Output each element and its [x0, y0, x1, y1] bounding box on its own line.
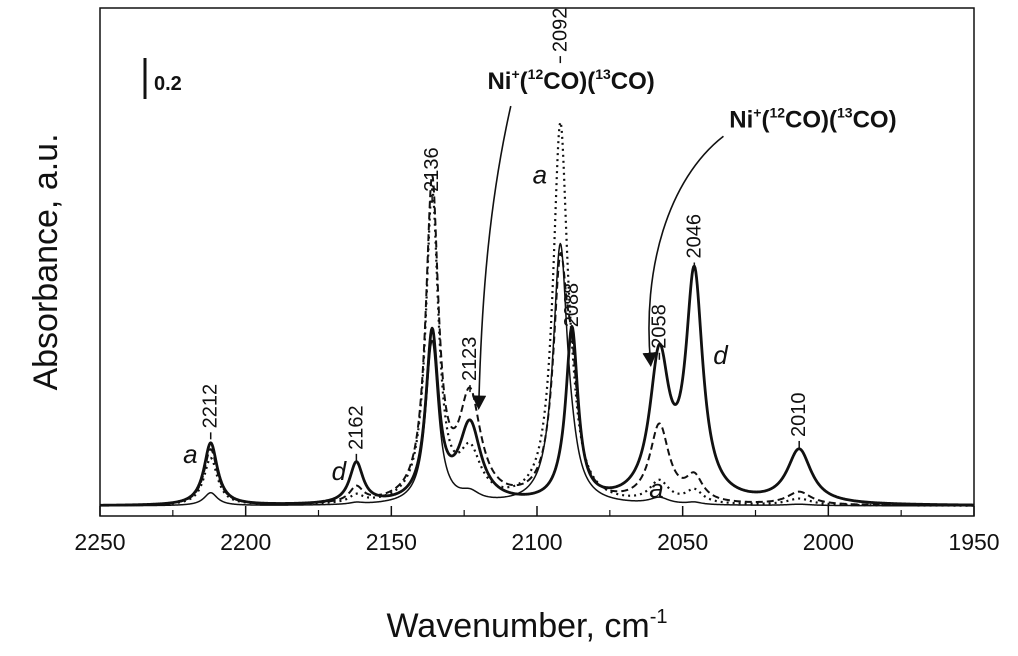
curve-letter-label: a [183, 439, 197, 469]
species-superscript: 13 [837, 105, 853, 121]
x-tick-label: 1950 [948, 529, 999, 555]
species-text: CO) [853, 107, 897, 134]
x-axis-title-superscript: -1 [650, 606, 668, 628]
x-tick-label: 2100 [511, 529, 562, 555]
x-tick-label: 2250 [74, 529, 125, 555]
x-axis-title-text: Wavenumber, cm [386, 607, 649, 645]
y-axis-title: Absorbance, a.u. [27, 133, 65, 390]
curve-letter-label: a [533, 160, 547, 190]
annotation-layer: 2212 2162 2136 2123 2092 2088 2058 2046 2010 a d a a… [183, 8, 897, 504]
peak-label: 2092 [549, 8, 571, 53]
species-superscript: 13 [595, 66, 611, 82]
species-superscript: + [511, 66, 519, 82]
scale-bar: 0.2 [143, 58, 182, 99]
x-tick-label: 2050 [657, 529, 708, 555]
species-text: ( [761, 107, 769, 134]
plot-frame [99, 7, 975, 517]
species-superscript: + [753, 105, 761, 121]
x-tick-label: 2000 [803, 529, 854, 555]
curve-letter-label: d [332, 456, 348, 486]
species-text: CO)( [785, 107, 837, 134]
scale-bar-label: 0.2 [154, 73, 182, 95]
peak-label: 2212 [200, 384, 222, 429]
species-text: ( [520, 68, 528, 95]
species-text: Ni [487, 68, 511, 95]
species-superscript: 12 [769, 105, 785, 121]
curve-letter-label: a [649, 473, 663, 503]
peak-label: 2088 [561, 283, 583, 328]
curve-letter-label: d [713, 340, 729, 370]
x-axis: 2250 2200 2150 2100 2050 2000 1950 [74, 506, 1000, 555]
species-annotation: Ni+(12CO)(13CO) [729, 105, 896, 134]
species-text: CO)( [543, 68, 595, 95]
species-superscript: 12 [528, 66, 544, 82]
spectrum-series-1 [99, 242, 975, 507]
annotation-arrow [642, 135, 724, 367]
x-tick-label: 2150 [366, 529, 417, 555]
peak-label: 2123 [459, 337, 481, 382]
peak-label: 2046 [683, 214, 705, 259]
species-text: Ni [729, 107, 753, 134]
spectrum-curves [99, 121, 975, 507]
annotation-arrow [471, 105, 512, 410]
spectrum-series-4 [99, 264, 975, 507]
spectrum-series-2 [99, 121, 975, 507]
spectrum-series-3 [99, 173, 975, 507]
peak-label: 2162 [345, 405, 367, 450]
x-axis-title: Wavenumber, cm-1 [386, 606, 667, 645]
species-text: CO) [611, 68, 655, 95]
peak-label: 2058 [648, 304, 670, 349]
x-tick-label: 2200 [220, 529, 271, 555]
peak-label: 2010 [788, 392, 810, 437]
peak-label: 2136 [421, 147, 443, 192]
species-annotation: Ni+(12CO)(13CO) [487, 66, 654, 95]
